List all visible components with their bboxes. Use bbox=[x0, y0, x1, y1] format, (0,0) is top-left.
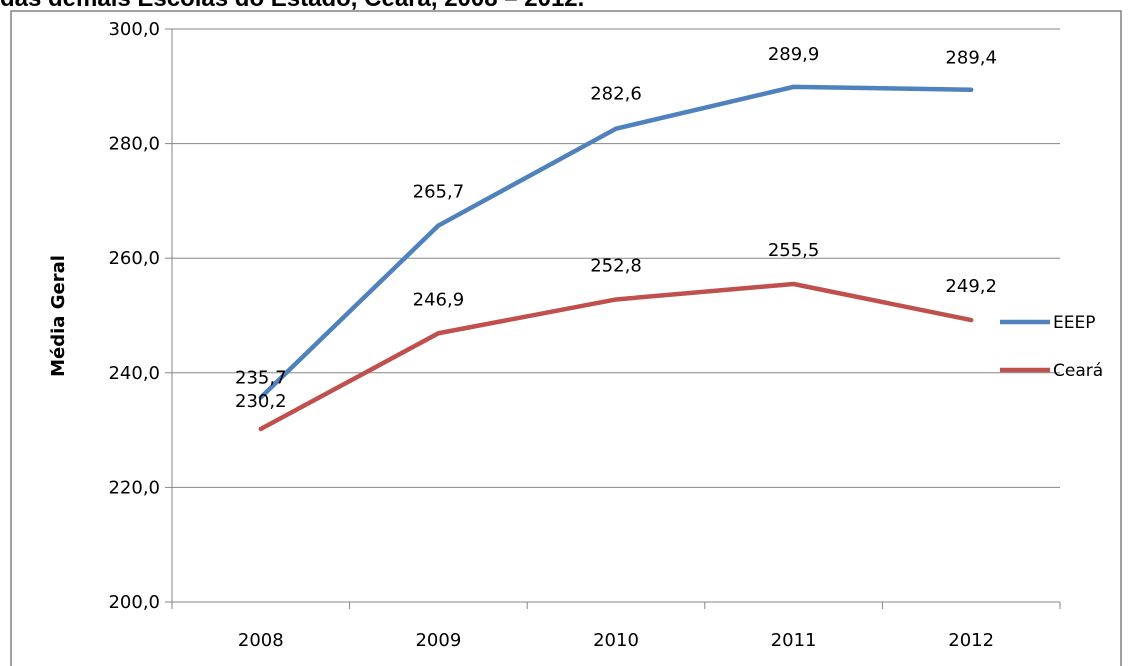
legend: EEEP Ceará bbox=[1000, 313, 1103, 381]
x-tick-label: 2011 bbox=[771, 630, 817, 651]
y-tick-label: 240,0 bbox=[108, 363, 160, 384]
data-label: 230,2 bbox=[235, 391, 287, 412]
x-tick-labels: 2008 2009 2010 2011 2012 bbox=[238, 630, 994, 651]
data-label: 235,7 bbox=[235, 367, 287, 388]
legend-label: EEEP bbox=[1053, 313, 1095, 333]
x-tick-label: 2012 bbox=[948, 630, 994, 651]
y-tick-label: 220,0 bbox=[108, 477, 160, 498]
y-tick-label: 200,0 bbox=[108, 592, 160, 613]
data-label: 255,5 bbox=[768, 240, 820, 261]
data-label: 249,2 bbox=[945, 276, 997, 297]
y-tick-label: 300,0 bbox=[108, 19, 160, 40]
data-labels: 235,7 265,7 282,6 289,9 289,4 230,2 246,9 252,8… bbox=[235, 44, 997, 412]
data-label: 252,8 bbox=[590, 255, 642, 276]
series-line-ceara bbox=[258, 281, 974, 432]
x-tick-label: 2009 bbox=[415, 630, 461, 651]
data-label: 265,7 bbox=[413, 182, 465, 203]
y-tick-labels: 200,0 220,0 240,0 260,0 280,0 300,0 bbox=[108, 19, 160, 613]
series-line-eeep bbox=[258, 84, 974, 400]
y-tick-label: 260,0 bbox=[108, 248, 160, 269]
series-group bbox=[258, 84, 974, 432]
data-label: 246,9 bbox=[413, 289, 465, 310]
x-tick-label: 2010 bbox=[593, 630, 639, 651]
axes bbox=[171, 29, 1061, 609]
chart-border bbox=[10, 10, 1122, 666]
gridlines bbox=[165, 28, 1060, 603]
x-tick-label: 2008 bbox=[238, 630, 284, 651]
data-label: 289,4 bbox=[945, 48, 997, 69]
legend-label: Ceará bbox=[1053, 361, 1103, 381]
y-axis-label: Média Geral bbox=[48, 255, 69, 377]
y-tick-label: 280,0 bbox=[108, 134, 160, 155]
data-label: 282,6 bbox=[590, 84, 642, 105]
chart-title: das demais Escolas do Estado, Ceará, 200… bbox=[0, 0, 584, 13]
data-label: 289,9 bbox=[768, 44, 820, 65]
